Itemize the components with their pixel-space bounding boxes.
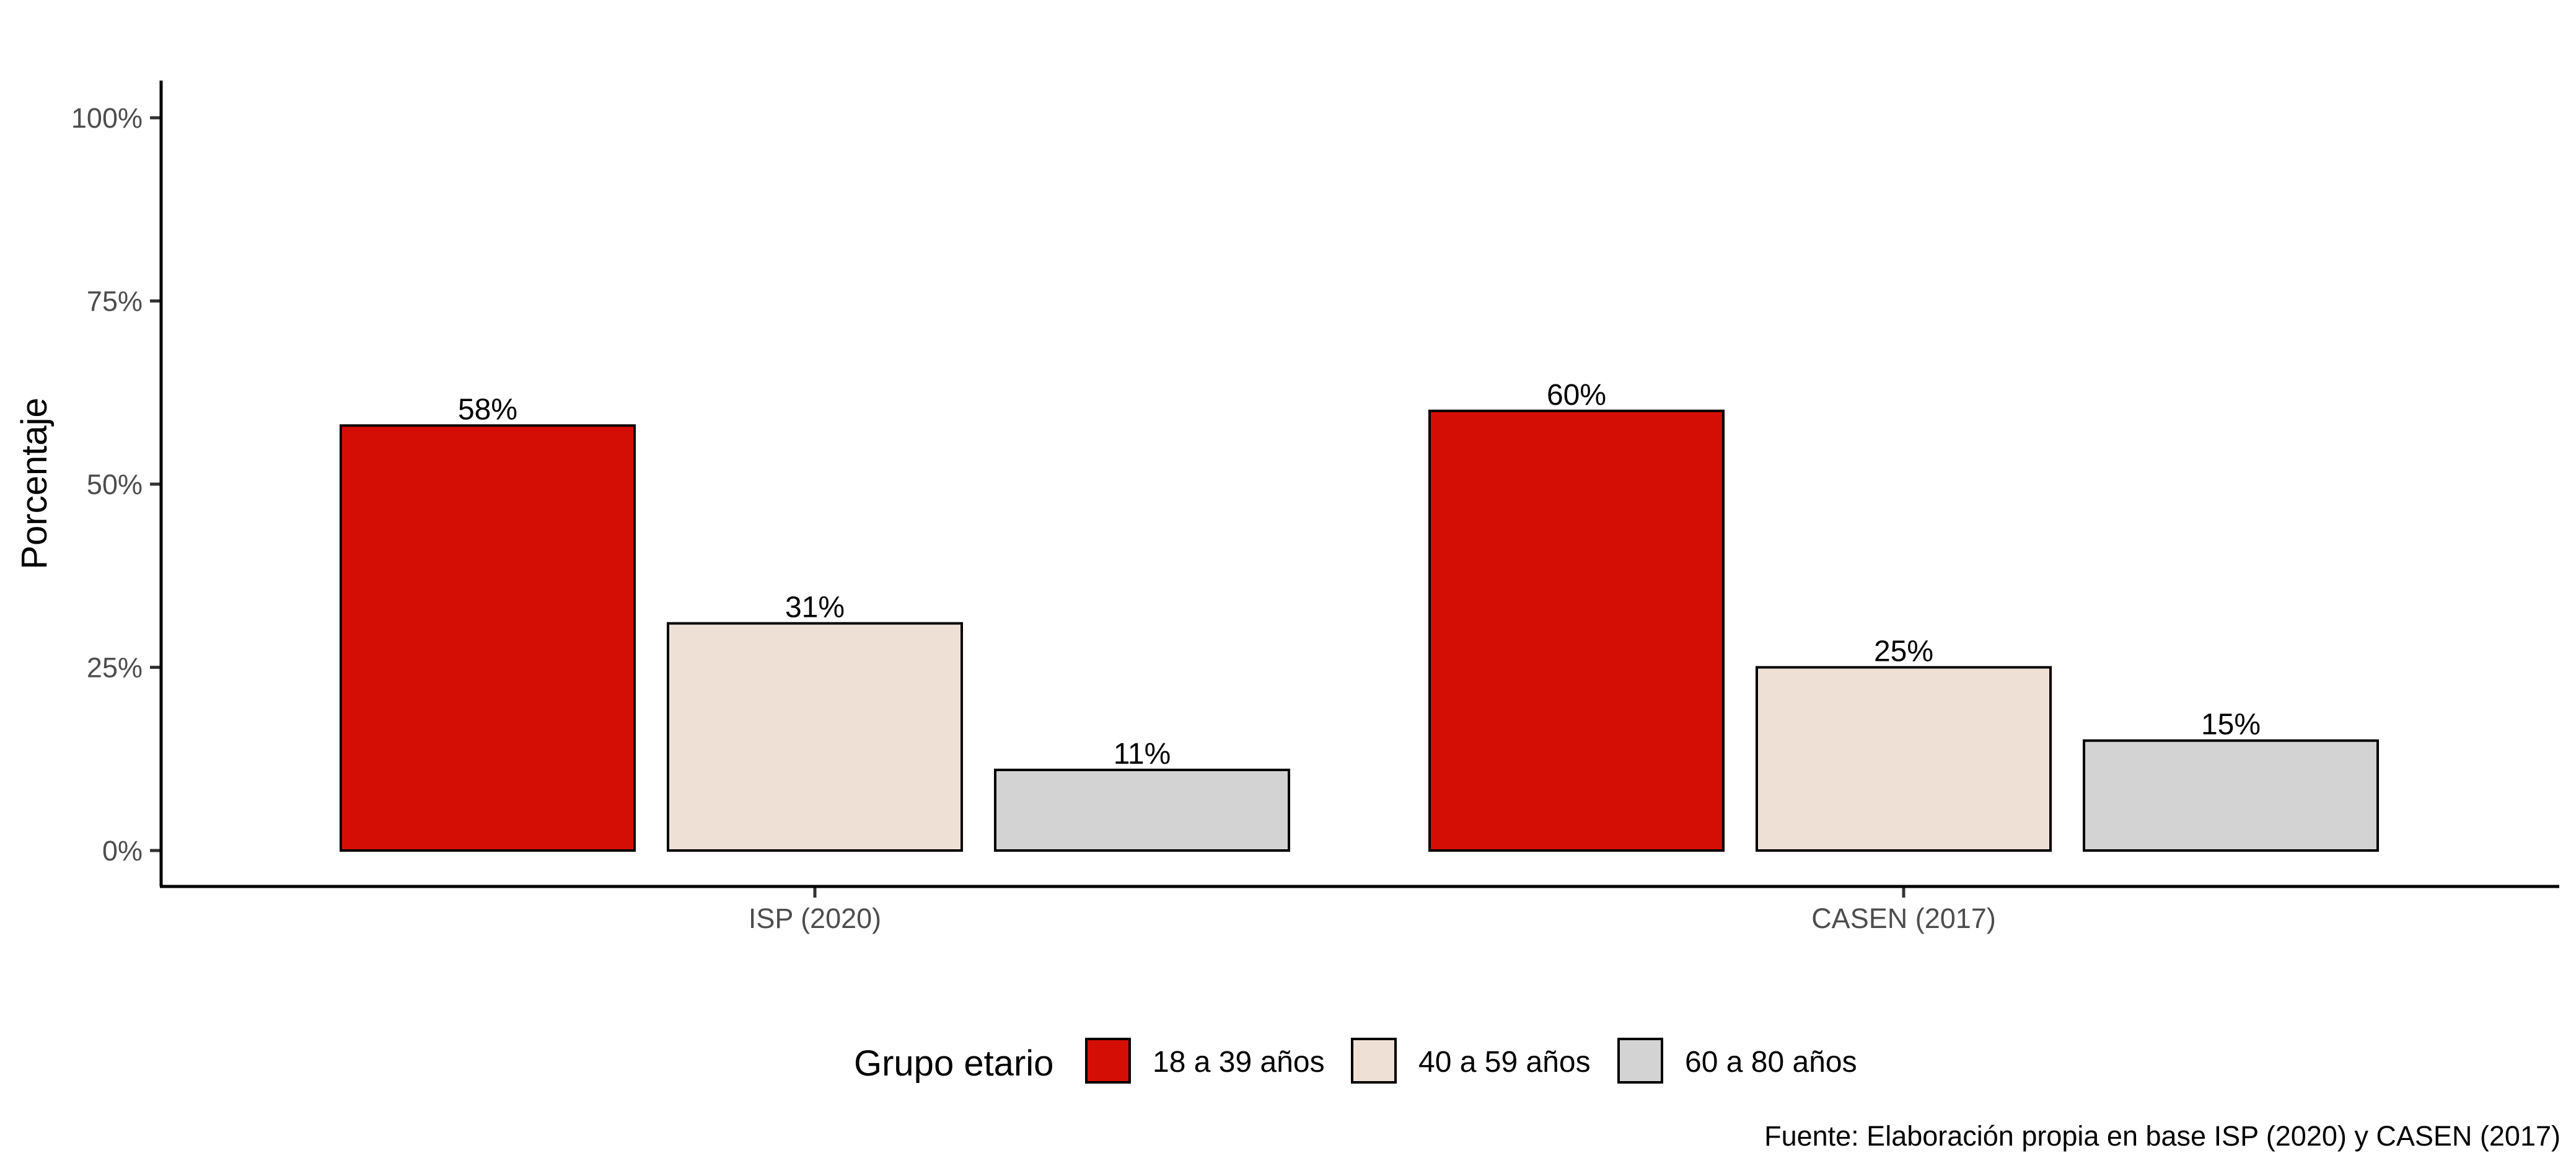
bar-value-label: 25% bbox=[1874, 635, 1933, 668]
y-tick-label: 100% bbox=[71, 102, 143, 134]
bar bbox=[1756, 666, 2052, 852]
bar-value-label: 58% bbox=[458, 393, 517, 426]
legend-key bbox=[1085, 1038, 1131, 1084]
y-tick-label: 50% bbox=[87, 469, 143, 500]
y-tick-label: 0% bbox=[102, 835, 143, 867]
bar bbox=[667, 622, 963, 852]
bar bbox=[2083, 739, 2379, 852]
bars-group bbox=[340, 409, 2379, 852]
bar-value-label: 31% bbox=[785, 591, 845, 624]
legend-label: 60 a 80 años bbox=[1685, 1046, 1857, 1079]
legend-items: 18 a 39 años 40 a 59 años 60 a 80 años bbox=[1085, 1038, 1857, 1084]
y-tick-label: 75% bbox=[87, 286, 143, 317]
x-axis-ticks: ISP (2020) CASEN (2017) bbox=[749, 886, 1996, 934]
source-caption: Fuente: Elaboración propia en base ISP (… bbox=[1764, 1120, 2561, 1152]
x-tick-label: CASEN (2017) bbox=[1811, 903, 1996, 934]
legend-label: 40 a 59 años bbox=[1418, 1046, 1591, 1079]
bar-value-label: 60% bbox=[1547, 379, 1606, 412]
bar-value-label: 15% bbox=[2201, 709, 2261, 741]
legend: Grupo etario 18 a 39 años 40 a 59 años 60 … bbox=[854, 1038, 1857, 1084]
bar bbox=[340, 424, 636, 852]
y-tick-label: 25% bbox=[87, 652, 143, 684]
legend-title: Grupo etario bbox=[854, 1043, 1053, 1084]
legend-key bbox=[1351, 1038, 1397, 1084]
bar-labels-group: 58% 31% 11% 60% 25% 15% bbox=[458, 379, 2261, 771]
y-axis-title: Porcentaje bbox=[14, 397, 55, 569]
bar bbox=[1428, 409, 1725, 852]
legend-key bbox=[1617, 1038, 1663, 1084]
bar-value-label: 11% bbox=[1114, 738, 1171, 771]
y-axis-ticks: 0% 25% 50% 75% 100% bbox=[71, 102, 161, 867]
legend-label: 18 a 39 años bbox=[1153, 1046, 1325, 1079]
x-tick-label: ISP (2020) bbox=[749, 903, 881, 934]
bar bbox=[994, 768, 1290, 852]
